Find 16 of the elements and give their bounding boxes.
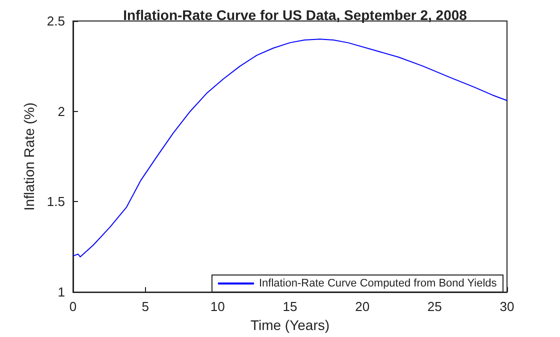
y-tick-label: 2.5	[46, 14, 65, 28]
x-tick-label: 0	[69, 299, 77, 314]
y-tick-label: 2	[58, 104, 65, 119]
line-series	[72, 38, 508, 258]
y-tick-label: 1.5	[46, 194, 65, 210]
x-tick-label: 15	[282, 299, 298, 314]
chart-title: Inflation-Rate Curve for US Data, September 2, 2008	[123, 7, 468, 23]
y-axis-title: Inflation Rate (%)	[21, 102, 38, 211]
x-tick-label: 20	[355, 299, 370, 314]
y-tick-label: 1	[58, 284, 65, 300]
x-tick-label: 5	[142, 299, 149, 314]
x-tick-label: 25	[427, 299, 442, 314]
x-tick-label: 30	[500, 299, 514, 314]
x-axis-title: Time (Years)	[250, 317, 330, 333]
legend-label: Inflation-Rate Curve Computed from Bond Yields	[258, 278, 498, 290]
x-tick-label: 10	[210, 299, 225, 314]
